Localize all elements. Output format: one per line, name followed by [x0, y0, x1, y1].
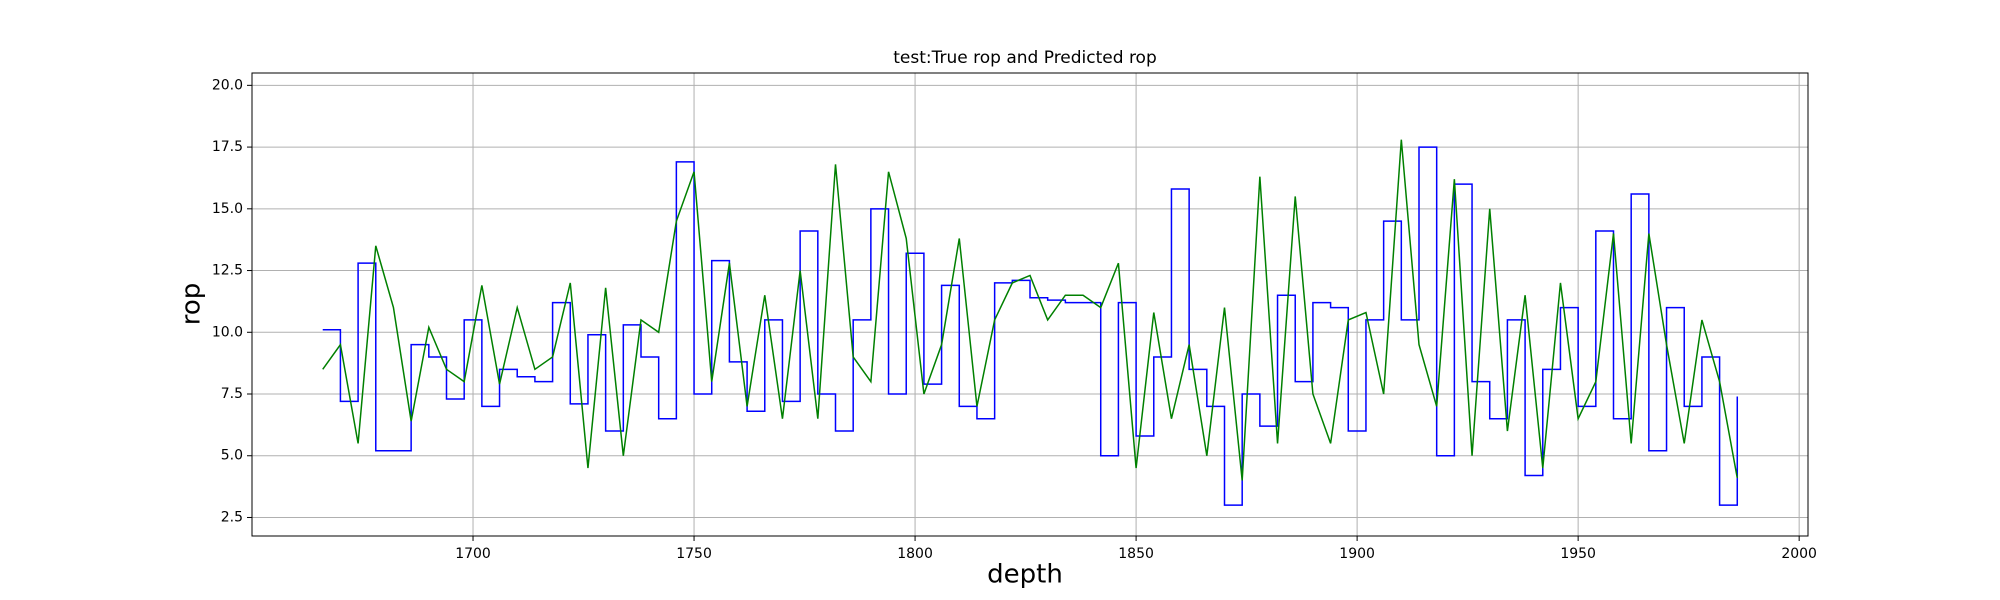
- x-axis-label: depth: [987, 560, 1063, 590]
- series-line: [322, 139, 1739, 481]
- y-axis-label: rop: [177, 283, 207, 326]
- y-tick-label: 20.0: [212, 77, 243, 93]
- x-tick-label: 1850: [1118, 546, 1154, 562]
- y-tick-label: 2.5: [221, 509, 243, 525]
- series-line: [322, 146, 1739, 506]
- y-tick-label: 10.0: [212, 324, 243, 340]
- y-tick-label: 7.5: [221, 386, 243, 402]
- x-tick-label: 1950: [1560, 546, 1596, 562]
- chart-title: test:True rop and Predicted rop: [893, 48, 1157, 68]
- x-tick-label: 1800: [897, 546, 933, 562]
- y-tick-label: 17.5: [212, 139, 243, 155]
- x-tick-label: 2000: [1781, 546, 1817, 562]
- x-tick-label: 1700: [455, 546, 491, 562]
- plot-frame: [251, 72, 1809, 537]
- x-tick-label: 1900: [1339, 546, 1375, 562]
- y-tick-label: 12.5: [212, 263, 243, 279]
- y-tick-label: 15.0: [212, 201, 243, 217]
- y-tick-label: 5.0: [221, 448, 243, 464]
- x-tick-label: 1750: [676, 546, 712, 562]
